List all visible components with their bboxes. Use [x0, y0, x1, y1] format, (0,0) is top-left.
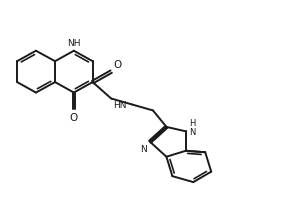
Text: HN: HN — [113, 101, 126, 110]
Text: O: O — [114, 60, 122, 70]
Text: O: O — [70, 113, 78, 123]
Text: NH: NH — [67, 39, 81, 48]
Text: N: N — [140, 145, 147, 154]
Text: H
N: H N — [189, 119, 196, 137]
